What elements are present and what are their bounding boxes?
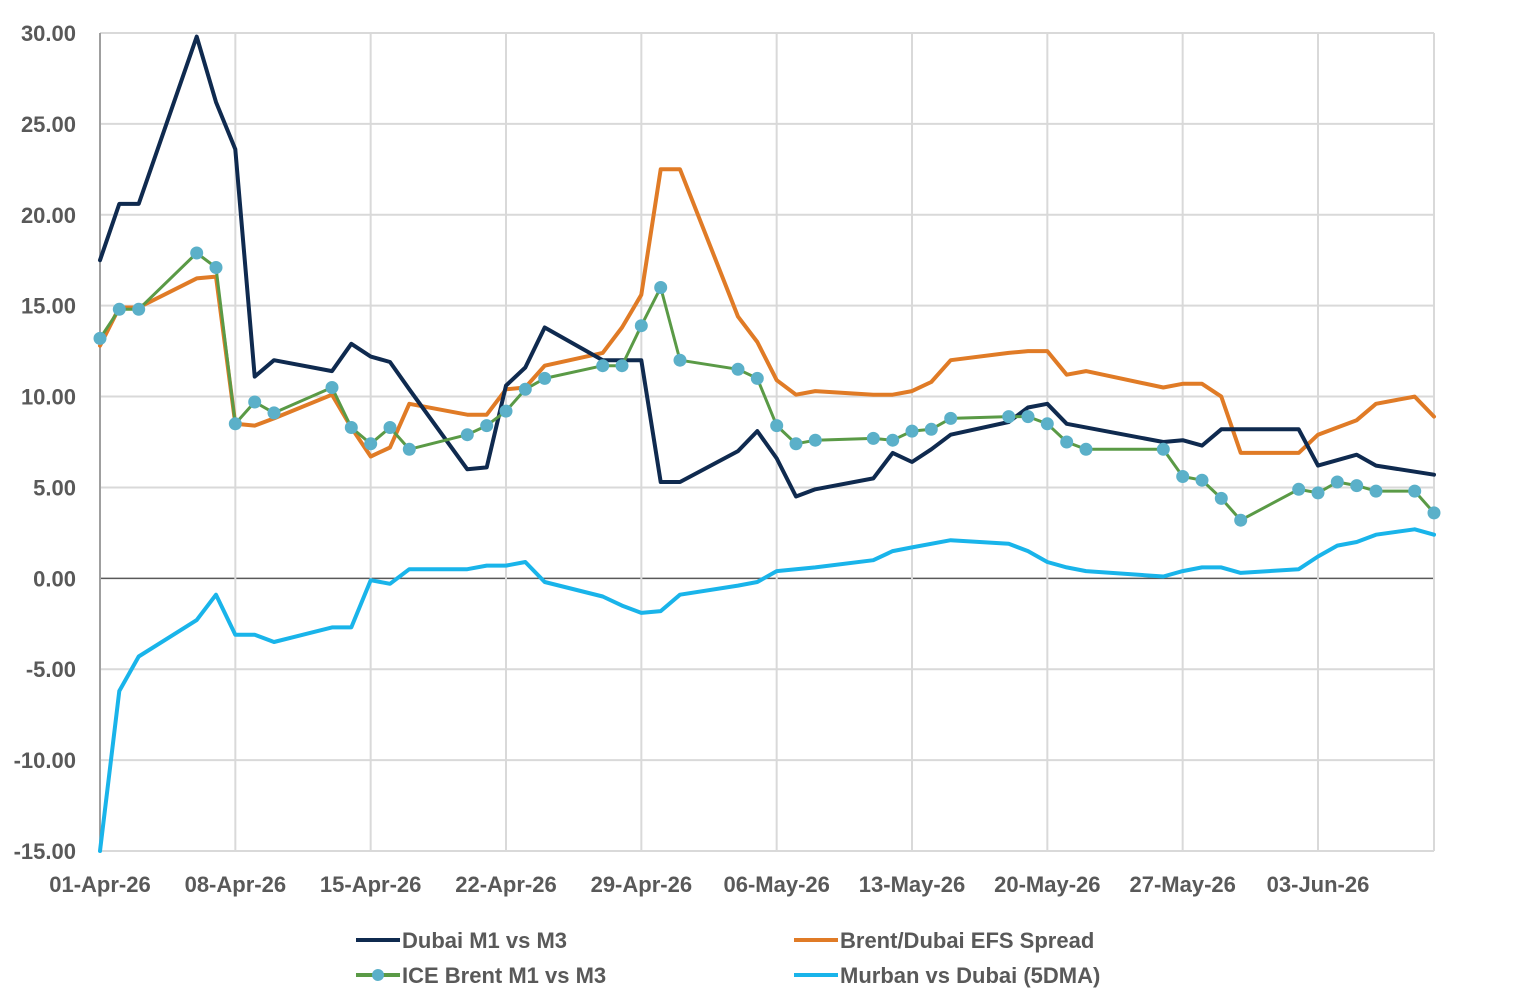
data-point xyxy=(866,431,880,445)
data-point xyxy=(228,417,242,431)
data-point xyxy=(93,331,107,345)
series-brent-dubai-efs-spread xyxy=(98,167,1436,459)
x-tick-label: 27-May-26 xyxy=(1129,872,1235,897)
data-point xyxy=(770,419,784,433)
legend-item: Brent/Dubai EFS Spread xyxy=(794,928,1094,953)
data-point xyxy=(1234,513,1248,527)
x-tick-label: 01-Apr-26 xyxy=(49,872,150,897)
data-point xyxy=(1021,410,1035,424)
data-point xyxy=(1156,442,1170,456)
data-point xyxy=(364,437,378,451)
data-point xyxy=(1330,475,1344,489)
y-tick-label: 25.00 xyxy=(21,112,76,137)
data-point xyxy=(538,371,552,385)
x-tick-label: 22-Apr-26 xyxy=(455,872,556,897)
data-point xyxy=(325,381,339,394)
data-point xyxy=(808,433,822,447)
data-point xyxy=(596,359,610,373)
legend-label: Murban vs Dubai (5DMA) xyxy=(840,963,1100,988)
data-point xyxy=(924,422,938,436)
legend-item: Dubai M1 vs M3 xyxy=(356,928,567,953)
data-point xyxy=(402,442,416,456)
y-tick-label: 0.00 xyxy=(33,566,76,591)
y-axis: 30.00 25.00 20.00 15.00 10.00 5.00 0.00 -5.00 -1… xyxy=(14,21,101,864)
series-layer xyxy=(93,34,1441,853)
data-point xyxy=(518,382,532,396)
data-point xyxy=(750,371,764,385)
legend-item: Murban vs Dubai (5DMA) xyxy=(794,963,1100,988)
y-tick-label: 5.00 xyxy=(33,475,76,500)
legend-item: ICE Brent M1 vs M3 xyxy=(356,963,606,988)
series-line xyxy=(98,167,1436,459)
data-point xyxy=(1311,486,1325,500)
series-dubai-m1-vs-m3 xyxy=(98,34,1436,499)
data-point xyxy=(190,246,204,260)
data-point xyxy=(383,421,397,434)
y-tick-label: 20.00 xyxy=(21,203,76,228)
y-tick-label: 15.00 xyxy=(21,294,76,319)
legend-marker xyxy=(372,969,384,981)
x-tick-label: 06-May-26 xyxy=(723,872,829,897)
data-point xyxy=(615,359,629,373)
data-point xyxy=(654,281,668,294)
data-point xyxy=(886,433,900,447)
series-ice-brent-m1-vs-m3 xyxy=(93,246,1441,527)
data-point xyxy=(480,419,494,433)
data-point xyxy=(132,302,146,316)
data-point xyxy=(209,261,223,274)
y-tick-label: -5.00 xyxy=(26,657,76,682)
data-point xyxy=(499,404,513,418)
data-point xyxy=(1427,506,1441,520)
data-point xyxy=(673,353,687,367)
data-point xyxy=(905,424,919,438)
x-tick-label: 13-May-26 xyxy=(859,872,965,897)
data-point xyxy=(267,406,281,420)
series-line xyxy=(98,527,1436,853)
data-point xyxy=(460,428,474,442)
y-tick-label: -10.00 xyxy=(14,748,76,773)
data-point xyxy=(1292,482,1306,496)
x-tick-label: 29-Apr-26 xyxy=(591,872,692,897)
data-point xyxy=(1369,484,1383,498)
legend-label: Brent/Dubai EFS Spread xyxy=(840,928,1094,953)
legend-label: Dubai M1 vs M3 xyxy=(402,928,567,953)
y-tick-label: 10.00 xyxy=(21,385,76,410)
data-point xyxy=(1408,484,1422,498)
data-point xyxy=(248,395,262,409)
data-point xyxy=(1176,470,1190,483)
x-tick-label: 03-Jun-26 xyxy=(1267,872,1370,897)
data-point xyxy=(112,302,126,316)
data-point xyxy=(1079,442,1093,456)
x-axis: 01-Apr-26 08-Apr-26 15-Apr-26 22-Apr-26 29-A… xyxy=(49,872,1369,897)
x-tick-label: 20-May-26 xyxy=(994,872,1100,897)
data-point xyxy=(344,421,358,434)
series-line xyxy=(98,34,1436,499)
series-murban-vs-dubai-5dma xyxy=(98,527,1436,853)
data-point xyxy=(1350,479,1364,493)
y-tick-label: 30.00 xyxy=(21,21,76,46)
data-point xyxy=(1195,473,1209,487)
data-point xyxy=(789,437,803,451)
data-point xyxy=(1002,410,1016,424)
data-point xyxy=(1214,491,1228,505)
data-point xyxy=(1060,435,1074,449)
data-point xyxy=(944,411,958,425)
legend: Dubai M1 vs M3 Brent/Dubai EFS Spread ICE … xyxy=(356,928,1100,988)
legend-label: ICE Brent M1 vs M3 xyxy=(402,963,606,988)
series-line xyxy=(98,251,1436,522)
data-point xyxy=(1040,417,1054,431)
data-point xyxy=(634,319,648,333)
x-tick-label: 15-Apr-26 xyxy=(320,872,421,897)
y-tick-label: -15.00 xyxy=(14,839,76,864)
x-tick-label: 08-Apr-26 xyxy=(185,872,286,897)
data-point xyxy=(731,362,745,376)
